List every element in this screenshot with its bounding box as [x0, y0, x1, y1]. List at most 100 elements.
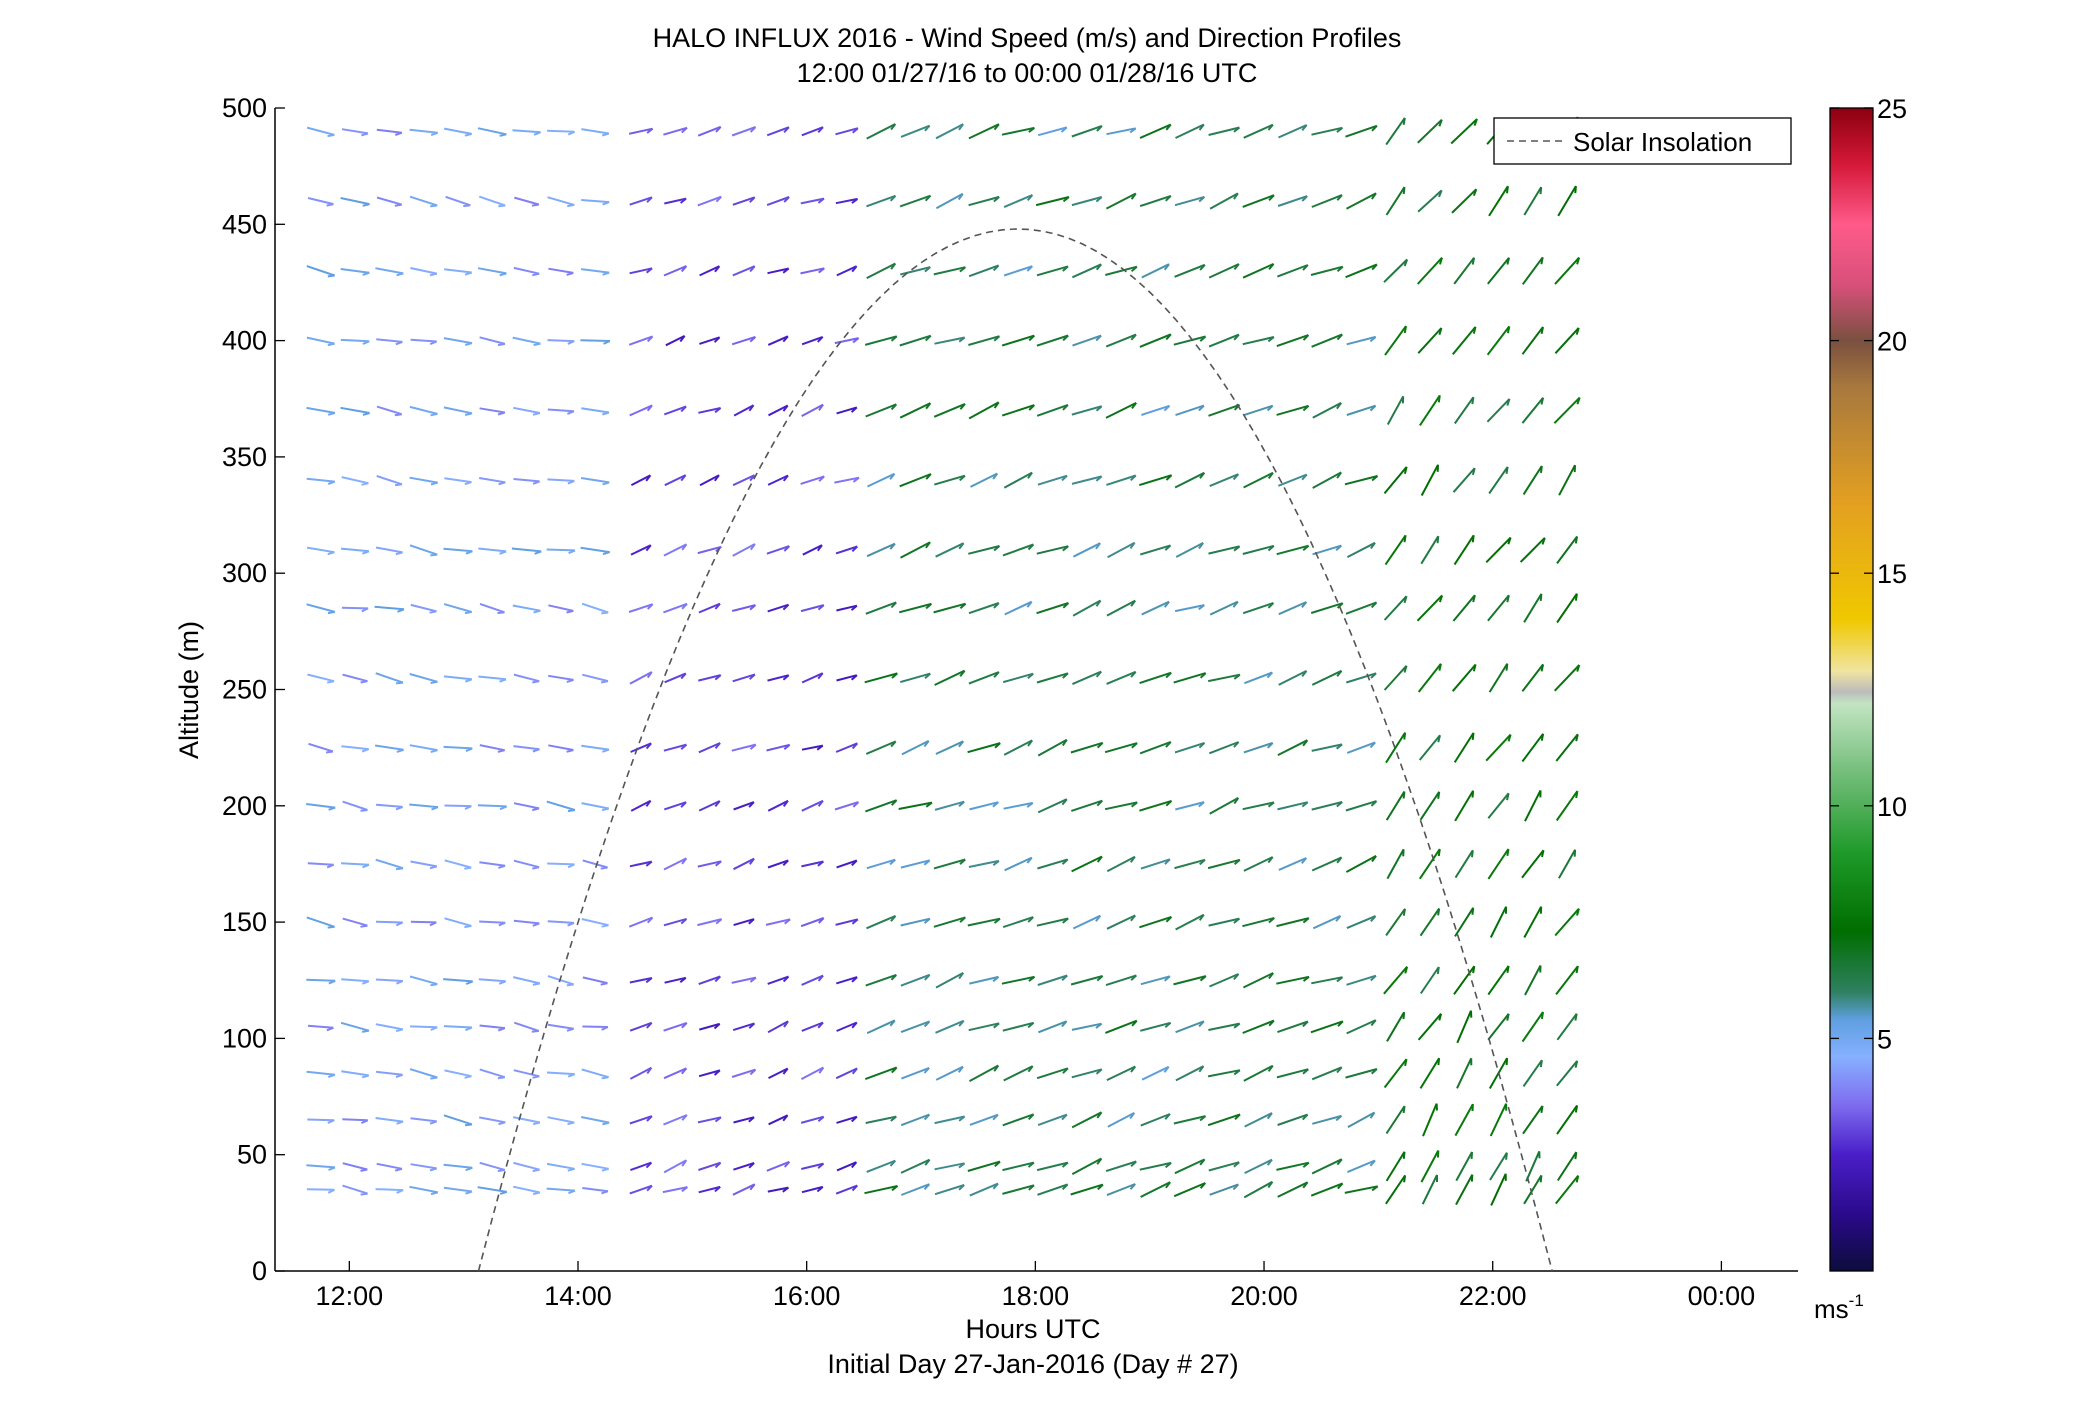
wind-arrow — [581, 407, 610, 416]
wind-arrow — [1556, 1013, 1578, 1041]
wind-arrow — [835, 127, 859, 136]
wind-arrow — [663, 1159, 688, 1174]
wind-arrow — [1175, 801, 1205, 811]
wind-arrow — [1106, 1183, 1136, 1197]
wind-arrow — [1419, 791, 1441, 821]
wind-arrow — [629, 1115, 653, 1125]
wind-arrow — [478, 547, 507, 555]
wind-arrow — [548, 744, 574, 753]
wind-arrow — [766, 126, 790, 137]
wind-arrow — [898, 602, 933, 614]
wind-arrow — [1104, 742, 1138, 754]
wind-arrow — [307, 197, 334, 207]
wind-arrow — [410, 1025, 438, 1031]
wind-arrow — [1278, 857, 1308, 871]
wind-arrow — [1386, 1011, 1406, 1042]
wind-arrow — [581, 744, 610, 753]
wind-arrow — [968, 545, 1001, 555]
wind-arrow — [1139, 474, 1173, 487]
wind-arrow — [1311, 743, 1343, 752]
wind-arrow — [934, 669, 966, 686]
wind-arrow — [410, 267, 438, 277]
wind-arrow — [1139, 123, 1172, 139]
wind-arrow — [836, 859, 858, 869]
wind-arrow — [306, 1070, 336, 1079]
wind-arrow — [1525, 1150, 1541, 1182]
wind-arrow — [663, 602, 688, 614]
wind-arrow — [376, 338, 403, 346]
wind-arrow — [933, 266, 967, 276]
wind-arrow — [1419, 394, 1441, 426]
wind-arrow — [698, 602, 721, 614]
wind-arrow — [1558, 849, 1577, 879]
wind-arrow — [968, 264, 1000, 278]
wind-arrow — [801, 672, 824, 684]
wind-arrow — [443, 547, 473, 555]
wind-arrow — [1242, 194, 1275, 208]
wind-arrow — [698, 742, 721, 754]
wind-arrow — [1455, 1174, 1474, 1206]
wind-arrow — [933, 858, 966, 870]
wind-arrow — [731, 976, 757, 984]
wind-arrow — [1244, 671, 1274, 685]
wind-arrow — [1071, 405, 1103, 416]
y-tick-label: 100 — [222, 1023, 267, 1053]
wind-arrow — [767, 799, 789, 812]
wind-arrow — [375, 858, 404, 871]
wind-arrow — [1385, 117, 1406, 146]
wind-arrow — [836, 976, 858, 985]
wind-arrow — [376, 803, 403, 811]
wind-arrow — [443, 337, 473, 346]
wind-arrow — [1311, 194, 1343, 208]
wind-arrow — [376, 1162, 403, 1172]
wind-arrow — [801, 799, 824, 812]
wind-arrow — [342, 800, 368, 812]
wind-arrow — [1105, 333, 1137, 348]
wind-arrow — [968, 335, 1001, 346]
wind-arrow — [1521, 256, 1544, 285]
wind-arrow — [1486, 325, 1511, 356]
wind-arrow — [341, 128, 369, 137]
wind-arrow — [1485, 733, 1512, 762]
wind-arrow — [410, 860, 438, 870]
wind-arrow — [1312, 1114, 1343, 1125]
wind-arrow — [1208, 1022, 1241, 1031]
wind-arrow — [767, 335, 789, 346]
wind-arrow — [768, 1114, 789, 1126]
wind-arrow — [443, 1163, 473, 1172]
wind-arrow — [546, 548, 576, 555]
wind-arrow — [306, 1188, 335, 1194]
wind-arrow — [900, 973, 931, 987]
y-tick-label: 350 — [222, 442, 267, 472]
wind-arrow — [1207, 1113, 1241, 1127]
wind-arrow — [340, 406, 370, 416]
wind-arrow — [1174, 741, 1206, 754]
wind-arrow — [479, 477, 506, 486]
wind-arrow — [1452, 594, 1476, 622]
wind-arrow — [547, 1023, 574, 1032]
wind-arrow — [513, 976, 541, 986]
wind-arrow — [1454, 790, 1475, 822]
wind-arrow — [629, 196, 653, 206]
wind-arrow — [376, 128, 403, 136]
wind-arrow — [1071, 263, 1102, 279]
wind-arrow — [443, 1186, 473, 1195]
wind-arrow — [1383, 466, 1408, 495]
wind-arrow — [1243, 404, 1274, 417]
wind-arrow — [444, 268, 473, 276]
wind-arrow — [1209, 741, 1240, 755]
wind-arrow — [1209, 600, 1239, 616]
wind-arrow — [733, 1162, 755, 1171]
wind-arrow — [1001, 126, 1036, 136]
wind-arrow — [1310, 1182, 1344, 1197]
wind-arrows — [306, 116, 1581, 1206]
wind-arrow — [1523, 906, 1543, 938]
wind-arrow — [1175, 1065, 1205, 1082]
wind-arrow — [1311, 126, 1344, 136]
wind-arrow — [1487, 848, 1510, 880]
wind-arrow — [662, 1186, 689, 1194]
wind-arrow — [732, 474, 756, 487]
wind-arrow — [1521, 1011, 1544, 1043]
wind-arrow — [548, 604, 574, 614]
wind-arrow — [513, 478, 540, 485]
